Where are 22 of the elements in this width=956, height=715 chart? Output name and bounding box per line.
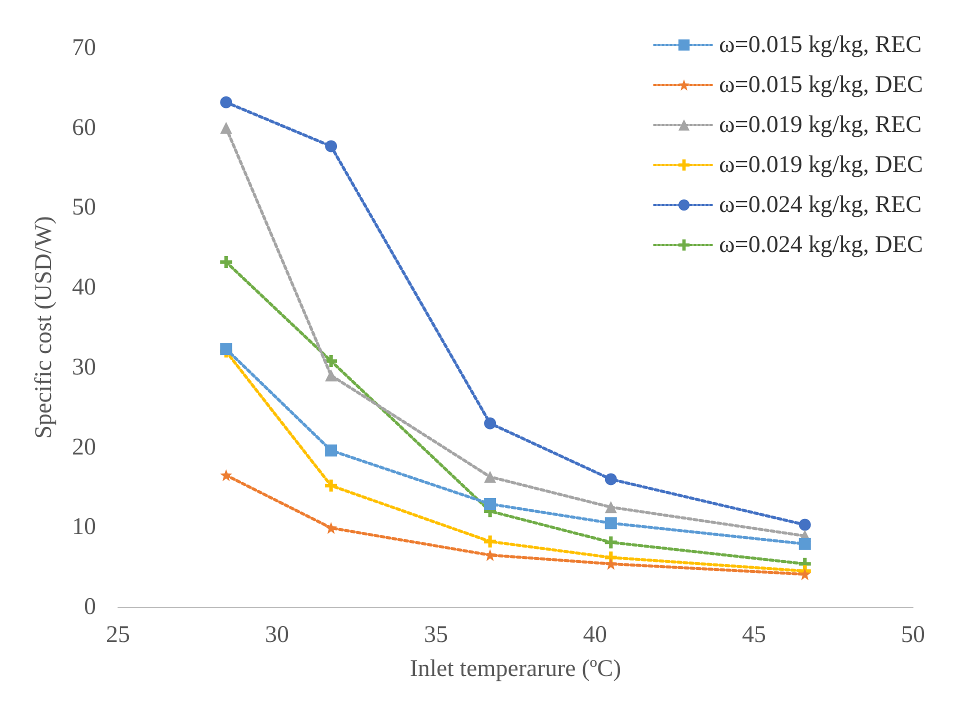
legend-label: ω=0.024 kg/kg, REC — [719, 192, 922, 218]
y-tick-label: 0 — [84, 594, 96, 620]
y-tick-label: 70 — [72, 35, 96, 61]
x-tick-label: 30 — [265, 622, 289, 648]
x-tick-label: 50 — [901, 622, 925, 648]
x-tick-label: 35 — [424, 622, 448, 648]
y-tick-label: 30 — [72, 354, 96, 380]
x-tick-label: 40 — [583, 622, 607, 648]
legend-label: ω=0.019 kg/kg, REC — [719, 112, 922, 138]
x-tick-label: 45 — [742, 622, 766, 648]
legend-label: ω=0.015 kg/kg, DEC — [719, 72, 923, 98]
y-tick-label: 10 — [72, 514, 96, 540]
y-tick-label: 40 — [72, 274, 96, 301]
y-axis-title: Specific cost (USD/W) — [31, 216, 57, 439]
y-tick-label: 50 — [72, 194, 96, 221]
y-tick-label: 60 — [72, 114, 96, 141]
x-tick-label: 25 — [106, 622, 130, 648]
legend-label: ω=0.024 kg/kg, DEC — [719, 232, 923, 258]
legend-label: ω=0.019 kg/kg, DEC — [719, 152, 923, 178]
legend-label: ω=0.015 kg/kg, REC — [719, 32, 922, 58]
y-tick-label: 20 — [72, 434, 96, 460]
x-axis-title: Inlet temperarure (ºC) — [410, 656, 622, 682]
